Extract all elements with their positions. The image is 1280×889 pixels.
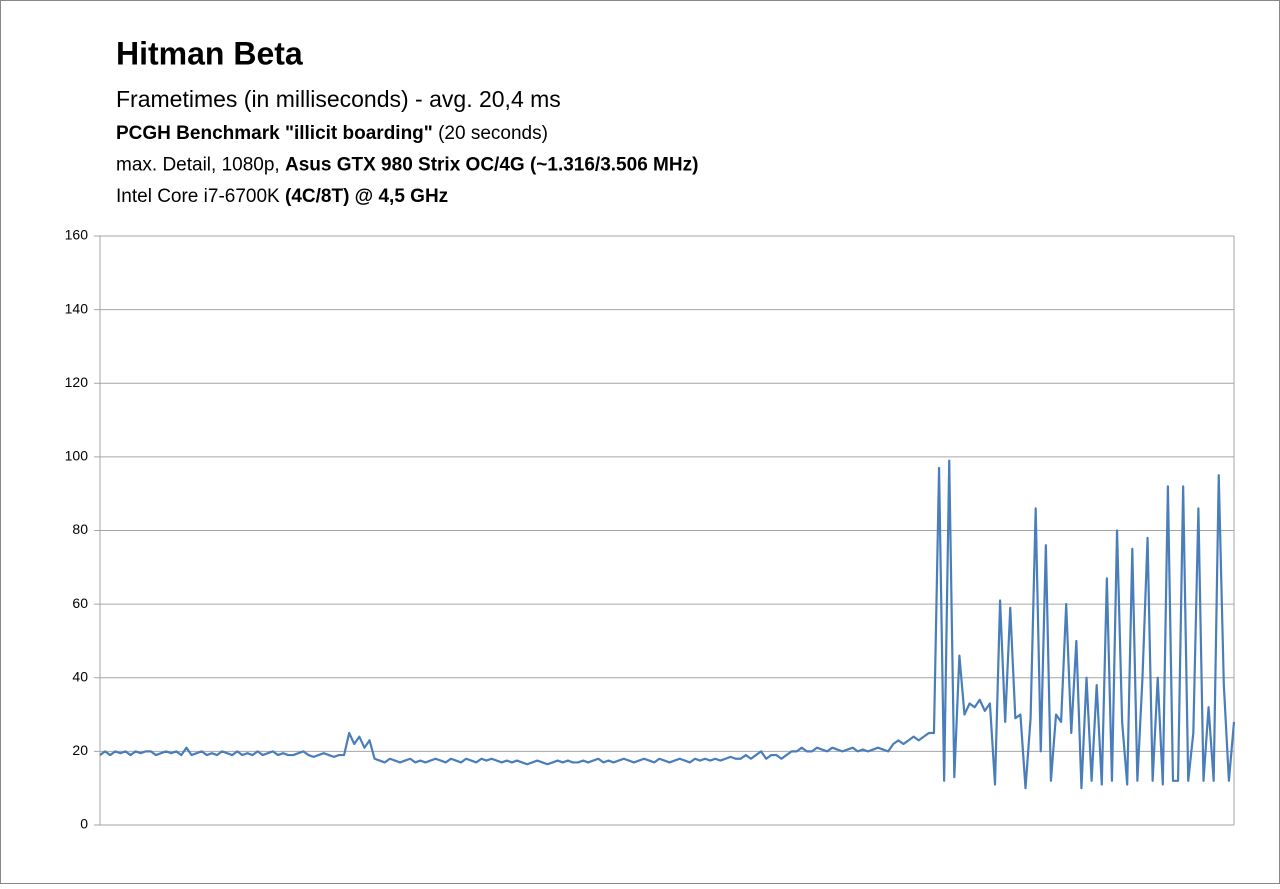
info-line: Intel Core i7-6700K (4C/8T) @ 4,5 GHz — [116, 186, 448, 207]
y-tick-label: 100 — [65, 448, 89, 464]
chart-title: Hitman Beta — [116, 35, 303, 71]
info-line: PCGH Benchmark "illicit boarding" (20 se… — [116, 123, 548, 144]
y-tick-label: 140 — [65, 300, 89, 316]
plot-area: 0 20 40 60 80 100 120 140 160 — [65, 227, 1236, 832]
info-lines: PCGH Benchmark "illicit boarding" (20 se… — [116, 123, 698, 207]
y-tick-label: 60 — [72, 595, 88, 611]
chart-subtitle: Frametimes (in milliseconds) - avg. 20,4… — [116, 86, 561, 112]
info-segment: Intel Core i7-6700K — [116, 186, 285, 207]
y-tick-label: 160 — [65, 227, 89, 243]
y-tick-label: 80 — [72, 521, 88, 537]
y-tick-label: 0 — [80, 816, 88, 832]
info-segment: (20 seconds) — [433, 123, 548, 144]
info-segment: (4C/8T) @ 4,5 GHz — [285, 186, 448, 207]
info-segment: PCGH Benchmark "illicit boarding" — [116, 123, 433, 144]
y-tick-label: 120 — [65, 374, 89, 390]
info-segment: max. Detail, 1080p, — [116, 155, 285, 176]
y-tick-label: 20 — [72, 742, 88, 758]
info-line: max. Detail, 1080p, Asus GTX 980 Strix O… — [116, 155, 698, 176]
frametime-line — [99, 459, 1236, 790]
info-segment: Asus GTX 980 Strix OC/4G (~1.316/3.506 M… — [285, 155, 698, 176]
y-tick-label: 40 — [72, 668, 88, 684]
